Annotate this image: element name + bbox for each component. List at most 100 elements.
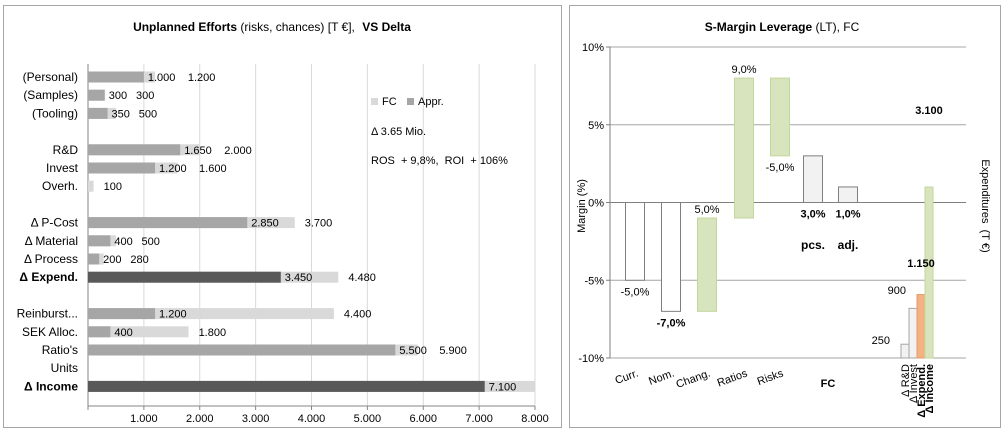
- right-labels: -10% -5% 0% 5% 10% -5,0% -7,0% 5,0% 9,0% -5,0% 3,0…: [578, 42, 942, 418]
- appr-value-label: 200: [103, 254, 121, 266]
- delta-note: Δ 3.65 Mio.: [371, 126, 426, 138]
- left-bars: [88, 71, 535, 392]
- appr-bar: [88, 162, 156, 174]
- appr-bar: [88, 89, 105, 101]
- right-y-tick-label: -10%: [578, 353, 604, 365]
- appr-value-label: 3.450: [285, 272, 313, 284]
- left-row-label: Δ Material: [25, 234, 78, 248]
- margin-bar: [625, 202, 645, 281]
- appr-bar: [88, 326, 111, 338]
- expenditure-category-label: Δ Expend.: [916, 364, 928, 418]
- left-row-label: Overh.: [42, 179, 78, 193]
- left-x-tick-label: 4.000: [298, 413, 326, 425]
- fc-bar: [88, 326, 189, 338]
- left-row-label: SEK Alloc.: [22, 325, 78, 339]
- appr-value-label: 300: [109, 90, 127, 102]
- expenditure-category-label: Δ Income: [924, 364, 936, 413]
- margin-bar-label: 9,0%: [731, 64, 756, 76]
- left-x-tick-label: 3.000: [242, 413, 270, 425]
- expenditure-value-label: 250: [872, 335, 890, 347]
- fc-value-label: 1.200: [188, 72, 216, 84]
- appr-value-label: 2.850: [251, 218, 279, 230]
- left-row-label: R&D: [53, 143, 79, 157]
- right-inline-category-label: adj.: [838, 238, 859, 252]
- appr-bar: [88, 253, 100, 265]
- left-row-label: (Tooling): [32, 106, 78, 120]
- expenditure-bar: [900, 343, 910, 359]
- expenditure-bar: [916, 294, 926, 359]
- right-y2-axis-label: Expenditures (T €): [979, 159, 991, 252]
- appr-bar: [88, 271, 281, 283]
- fc-value-label: 1.600: [199, 163, 227, 175]
- left-gridlines: [87, 64, 536, 410]
- appr-value-label: 7.100: [489, 381, 517, 393]
- margin-bar-label: 3,0%: [800, 209, 825, 221]
- appr-value-label: 5.500: [399, 345, 427, 357]
- left-legend: FC Appr.: [371, 96, 444, 108]
- appr-bar: [88, 380, 485, 392]
- fc-value-label: 4.480: [348, 272, 376, 284]
- left-row-label: (Personal): [23, 70, 78, 84]
- right-y-tick-label: 10%: [582, 42, 604, 54]
- margin-bar-label: -5,0%: [621, 286, 650, 298]
- left-row-label: Invest: [46, 161, 79, 175]
- appr-bar: [88, 217, 248, 229]
- right-y-tick-label: 0%: [588, 198, 604, 210]
- legend-appr-label: Appr.: [418, 96, 444, 108]
- fc-value-label: 280: [130, 254, 148, 266]
- left-row-label: Δ Process: [24, 252, 78, 266]
- expenditure-bar: [924, 186, 934, 359]
- appr-value-label: 350: [112, 108, 130, 120]
- margin-bar: [661, 202, 681, 312]
- expenditure-value-label: 1.150: [907, 258, 935, 270]
- ros-roi-note: ROS + 9,8%, ROI + 106%: [371, 155, 508, 167]
- appr-value-label: 1.000: [148, 72, 176, 84]
- right-category-label: Risks: [756, 367, 786, 388]
- margin-bar: [734, 77, 754, 219]
- left-x-tick-label: 2.000: [186, 413, 214, 425]
- right-y-axis-label: Margin (%): [576, 179, 588, 233]
- fc-value-label: 3.700: [305, 218, 333, 230]
- fc-value-label: 300: [136, 90, 154, 102]
- left-row-labels: (Personal) 1.000 1.200 (Samples) 300 300 (Tool…: [17, 70, 517, 393]
- fc-bar: [88, 180, 94, 192]
- right-bars: [625, 77, 934, 359]
- legend-fc-swatch: [371, 98, 378, 105]
- left-row-label: (Samples): [23, 88, 78, 102]
- expenditure-category-label: Δ R&D: [900, 364, 912, 397]
- left-x-tick-label: 1.000: [130, 413, 158, 425]
- right-chart-title: S-Margin Leverage (LT), FC: [705, 20, 860, 34]
- appr-bar: [88, 71, 144, 83]
- right-inline-category-label: pcs.: [801, 238, 825, 252]
- fc-value-label: 100: [104, 181, 122, 193]
- unplanned-efforts-svg: Unplanned Efforts (risks, chances) [T €]…: [17, 20, 549, 425]
- fc-value-label: 1.800: [199, 327, 227, 339]
- right-y-tick-label: 5%: [588, 120, 604, 132]
- left-x-tick-label: 7.000: [465, 413, 493, 425]
- margin-bar: [770, 77, 790, 157]
- left-x-tick-label: 6.000: [409, 413, 437, 425]
- fc-value-label: 4.400: [344, 309, 372, 321]
- fc-value-label: 500: [139, 108, 157, 120]
- appr-bar: [88, 344, 396, 356]
- left-row-label: Ratio's: [42, 343, 78, 357]
- unplanned-efforts-chart: Unplanned Efforts (risks, chances) [T €]…: [3, 5, 562, 428]
- margin-bar-label: -5,0%: [766, 162, 795, 174]
- margin-bar-label: -7,0%: [657, 317, 686, 329]
- left-chart-title: Unplanned Efforts (risks, chances) [T €]…: [133, 20, 411, 34]
- legend-fc-label: FC: [382, 96, 397, 108]
- appr-value-label: 400: [114, 327, 132, 339]
- fc-bar: [88, 308, 334, 320]
- appr-bar: [88, 308, 156, 320]
- margin-leverage-chart: S-Margin Leverage (LT), FC -10% -5% 0% 5% 10…: [569, 5, 1001, 428]
- left-row-label: Units: [51, 361, 78, 375]
- left-row-label: Reinburst...: [17, 307, 78, 321]
- left-x-tick-label: 5.000: [354, 413, 382, 425]
- fc-value-label: 2.000: [224, 145, 252, 157]
- margin-bar: [838, 186, 858, 203]
- right-y-tick-label: -5%: [584, 275, 604, 287]
- appr-bar: [88, 107, 108, 119]
- margin-bar-label: 5,0%: [694, 204, 719, 216]
- margin-leverage-svg: S-Margin Leverage (LT), FC -10% -5% 0% 5% 10…: [576, 20, 991, 418]
- left-row-label: Δ P-Cost: [31, 216, 79, 230]
